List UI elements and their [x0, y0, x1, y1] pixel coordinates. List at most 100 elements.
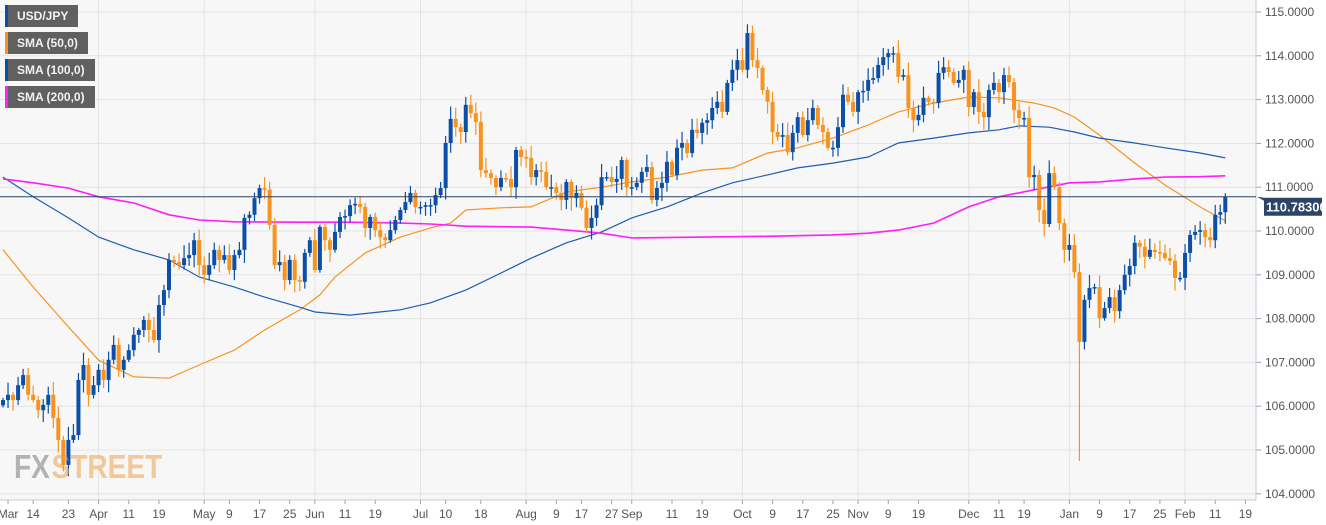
x-tick-label: 27: [605, 507, 619, 521]
candle-body: [916, 114, 921, 121]
candle: [614, 166, 619, 193]
candle-body: [312, 240, 317, 270]
candle-body: [202, 265, 207, 275]
legend-sma-50[interactable]: SMA (50,0): [5, 32, 88, 54]
legend: USD/JPY SMA (50,0) SMA (100,0) SMA (200,…: [5, 5, 95, 113]
candle-body: [644, 167, 649, 172]
candle: [312, 229, 317, 273]
x-tick-label: Jun: [305, 507, 324, 521]
candle-body: [1077, 272, 1082, 342]
candle-body: [1193, 231, 1198, 235]
candle: [297, 275, 302, 292]
x-tick-label: 11: [1209, 507, 1222, 521]
x-tick-label: 19: [1017, 507, 1031, 521]
candle-body: [534, 170, 539, 178]
candle: [1001, 67, 1006, 104]
candle: [1, 397, 5, 408]
last-price-tag: 110.78300: [0, 196, 1326, 216]
candle: [720, 90, 725, 119]
candle-body: [222, 255, 227, 260]
candle-body: [121, 359, 126, 370]
candle: [705, 113, 710, 135]
candle-body: [187, 255, 192, 259]
candle-body: [463, 104, 468, 133]
candle-body: [1147, 249, 1152, 257]
x-tick-label: 17: [575, 507, 589, 521]
x-tick-label: 19: [369, 507, 383, 521]
x-tick-label: 23: [62, 507, 76, 521]
y-tick-label: 111.0000: [1265, 180, 1314, 194]
legend-usdjpy[interactable]: USD/JPY: [5, 5, 79, 27]
candle-body: [810, 107, 815, 121]
candle-body: [332, 231, 337, 250]
candle: [629, 177, 634, 196]
candle-body: [1167, 258, 1172, 261]
legend-sma-200[interactable]: SMA (200,0): [5, 86, 95, 108]
candle: [222, 245, 227, 264]
candle-body: [76, 379, 81, 436]
candle-body: [896, 53, 901, 77]
candle: [212, 242, 217, 270]
candle-body: [488, 173, 493, 179]
fxstreet-logo: FX STREET: [14, 448, 162, 486]
candle-body: [1162, 252, 1167, 259]
y-tick-label: 115.0000: [1265, 5, 1314, 19]
y-axis: 104.0000 105.0000 106.0000 107.0000 108.0000…: [0, 0, 1315, 501]
candle-body: [237, 249, 242, 256]
candle-body: [544, 171, 549, 188]
candle-body: [141, 319, 146, 330]
candle-body: [936, 72, 941, 104]
candle: [946, 60, 951, 78]
sma-100-line: [2, 125, 1226, 316]
candle-body: [343, 216, 348, 218]
candle: [725, 79, 730, 116]
candle-body: [649, 167, 654, 200]
candle-body: [172, 259, 177, 263]
candle: [544, 161, 549, 190]
candle-body: [921, 97, 926, 115]
legend-sma-100[interactable]: SMA (100,0): [5, 59, 95, 81]
candle-body: [242, 217, 247, 250]
candle-body: [745, 33, 750, 70]
candle-body: [1067, 245, 1072, 250]
candle: [760, 65, 765, 95]
candle-body: [297, 280, 302, 282]
candle-body: [408, 192, 413, 203]
x-tick-label: 25: [826, 507, 840, 521]
candle: [187, 242, 192, 266]
candle: [6, 382, 11, 409]
candle-body: [1102, 308, 1107, 319]
last-price-tag-bg: [1257, 196, 1322, 216]
candle: [21, 368, 26, 389]
candle: [433, 187, 438, 214]
candle-body: [86, 365, 91, 395]
candle: [468, 94, 473, 119]
candle-body: [956, 79, 961, 83]
candle: [986, 84, 991, 130]
candle-body: [136, 329, 141, 335]
candle-body: [554, 187, 559, 193]
candle-body: [966, 69, 971, 108]
candle: [1017, 102, 1022, 129]
candle: [589, 205, 594, 240]
candle-body: [393, 220, 398, 231]
candle-body: [478, 121, 483, 171]
candle-body: [800, 117, 805, 136]
candle-body: [438, 188, 443, 196]
candle-body: [41, 404, 46, 411]
candle-body: [981, 111, 986, 118]
y-tick-label: 114.0000: [1265, 49, 1314, 63]
candle-body: [514, 149, 519, 188]
candle: [343, 209, 348, 230]
candle-body: [569, 181, 574, 199]
candle-body: [468, 104, 473, 114]
candle: [207, 252, 212, 281]
candle: [710, 97, 715, 129]
candle: [217, 245, 222, 273]
candle: [675, 139, 680, 181]
candle: [519, 145, 524, 167]
candle-body: [579, 192, 584, 208]
candle-body: [11, 394, 16, 401]
candle-body: [247, 214, 252, 218]
candle-body: [227, 255, 232, 270]
